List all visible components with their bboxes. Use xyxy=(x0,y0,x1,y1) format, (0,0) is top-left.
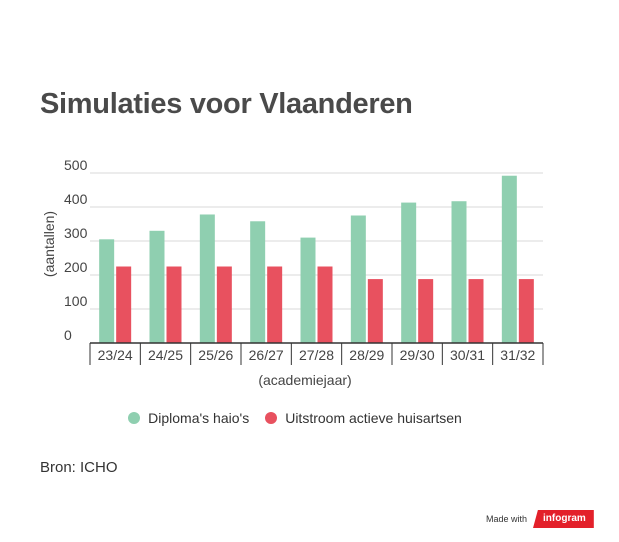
y-tick-label: 200 xyxy=(64,259,88,275)
bar-uitstroom[interactable] xyxy=(317,266,333,344)
y-tick-label: 300 xyxy=(64,225,88,241)
bar-diplomas[interactable] xyxy=(199,214,215,343)
x-tick-label: 23/24 xyxy=(98,347,133,363)
infogram-logo: infogram xyxy=(533,510,594,528)
y-tick-label: 100 xyxy=(64,293,88,309)
x-tick-label: 28/29 xyxy=(349,347,384,363)
source-note: Bron: ICHO xyxy=(40,459,118,476)
bar-diplomas[interactable] xyxy=(149,230,165,343)
legend-dot-uitstroom xyxy=(265,412,278,424)
x-tick-label: 26/27 xyxy=(249,347,284,363)
made-with-label: Made with xyxy=(486,514,528,524)
chart-title: Simulaties voor Vlaanderen xyxy=(40,88,413,120)
grid-layer xyxy=(90,172,543,310)
bar-diplomas[interactable] xyxy=(300,237,316,343)
bar-uitstroom[interactable] xyxy=(518,279,534,343)
legend-label-diplomas: Diploma's haio's xyxy=(148,410,250,426)
bar-diplomas[interactable] xyxy=(501,175,517,343)
legend-item-diplomas[interactable]: Diploma's haio's xyxy=(128,410,249,426)
y-tick-label: 400 xyxy=(64,191,88,207)
y-tick-label: 0 xyxy=(64,327,72,343)
legend: Diploma's haio's Uitstroom actieve huisa… xyxy=(0,410,590,426)
bar-uitstroom[interactable] xyxy=(367,279,383,343)
y-axis-label: (aantallen) xyxy=(41,211,57,277)
y-tick-label: 500 xyxy=(64,157,88,173)
axis-layer: 0 100 200 300 400 500 23/24 24/25 25/26 26/27 27/2… xyxy=(64,157,544,365)
x-axis-label: (academiejaar) xyxy=(258,372,351,388)
made-with-badge[interactable]: Made with infogram xyxy=(486,510,594,528)
x-tick-label: 30/31 xyxy=(450,347,485,363)
bar-uitstroom[interactable] xyxy=(418,279,434,343)
bar-diplomas[interactable] xyxy=(451,201,467,343)
legend-dot-diplomas xyxy=(128,412,141,424)
bar-uitstroom[interactable] xyxy=(116,266,132,344)
x-tick-label: 29/30 xyxy=(400,347,435,363)
x-tick-label: 27/28 xyxy=(299,347,334,363)
x-tick-label: 24/25 xyxy=(148,347,183,363)
x-tick-label: 31/32 xyxy=(500,347,535,363)
bar-diplomas[interactable] xyxy=(250,221,266,343)
bar-chart: 0 100 200 300 400 500 23/24 24/25 25/26 26/27 27/2… xyxy=(41,157,544,388)
bar-diplomas[interactable] xyxy=(401,202,417,343)
bar-diplomas[interactable] xyxy=(350,215,366,344)
x-tick-label: 25/26 xyxy=(198,347,233,363)
bar-diplomas[interactable] xyxy=(99,239,115,343)
legend-label-uitstroom: Uitstroom actieve huisartsen xyxy=(285,410,462,426)
bars-layer xyxy=(99,175,534,344)
bar-uitstroom[interactable] xyxy=(267,266,283,344)
bar-uitstroom[interactable] xyxy=(166,266,182,344)
legend-item-uitstroom[interactable]: Uitstroom actieve huisartsen xyxy=(265,410,462,426)
bar-uitstroom[interactable] xyxy=(468,279,484,343)
bar-uitstroom[interactable] xyxy=(216,266,232,344)
